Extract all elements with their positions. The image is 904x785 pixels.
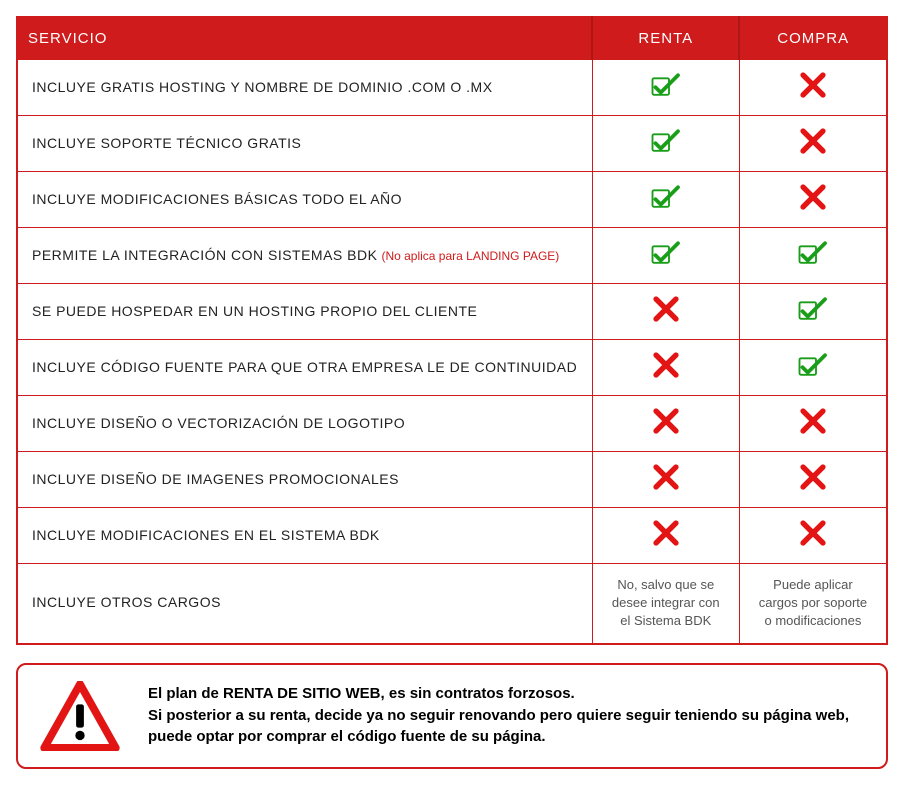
cell-compra — [739, 452, 887, 508]
table-row: INCLUYE MODIFICACIONES BÁSICAS TODO EL A… — [17, 172, 887, 228]
cell-compra — [739, 228, 887, 284]
notice-text: El plan de RENTA DE SITIO WEB, es sin co… — [148, 683, 864, 748]
cross-icon — [798, 184, 828, 210]
cell-renta — [592, 172, 739, 228]
cell-service: PERMITE LA INTEGRACIÓN CON SISTEMAS BDK (… — [17, 228, 592, 284]
service-label: INCLUYE GRATIS HOSTING Y NOMBRE DE DOMIN… — [32, 79, 493, 95]
service-label: INCLUYE DISEÑO DE IMAGENES PROMOCIONALES — [32, 471, 399, 487]
service-label: INCLUYE CÓDIGO FUENTE PARA QUE OTRA EMPR… — [32, 359, 577, 375]
cell-compra — [739, 116, 887, 172]
header-compra: COMPRA — [739, 17, 887, 60]
table-row: INCLUYE CÓDIGO FUENTE PARA QUE OTRA EMPR… — [17, 340, 887, 396]
cell-service: INCLUYE DISEÑO O VECTORIZACIÓN DE LOGOTI… — [17, 396, 592, 452]
cell-compra: Puede aplicar cargos por soporte o modif… — [739, 564, 887, 644]
service-note: (No aplica para LANDING PAGE) — [381, 249, 559, 263]
cross-icon — [651, 408, 681, 434]
check-icon — [651, 72, 681, 98]
table-body: INCLUYE GRATIS HOSTING Y NOMBRE DE DOMIN… — [17, 60, 887, 644]
cell-compra — [739, 284, 887, 340]
cell-renta — [592, 284, 739, 340]
cell-service: INCLUYE DISEÑO DE IMAGENES PROMOCIONALES — [17, 452, 592, 508]
cross-icon — [651, 464, 681, 490]
cell-service: INCLUYE GRATIS HOSTING Y NOMBRE DE DOMIN… — [17, 60, 592, 116]
cell-compra — [739, 508, 887, 564]
table-header: SERVICIO RENTA COMPRA — [17, 17, 887, 60]
service-label: SE PUEDE HOSPEDAR EN UN HOSTING PROPIO D… — [32, 303, 477, 319]
cell-service: INCLUYE MODIFICACIONES EN EL SISTEMA BDK — [17, 508, 592, 564]
check-icon — [651, 240, 681, 266]
cell-renta-text: No, salvo que se desee integrar con el S… — [607, 576, 725, 631]
cross-icon — [651, 520, 681, 546]
cell-renta — [592, 228, 739, 284]
service-label: INCLUYE DISEÑO O VECTORIZACIÓN DE LOGOTI… — [32, 415, 405, 431]
table-row: INCLUYE SOPORTE TÉCNICO GRATIS — [17, 116, 887, 172]
cell-compra — [739, 60, 887, 116]
cell-service: INCLUYE SOPORTE TÉCNICO GRATIS — [17, 116, 592, 172]
check-icon — [651, 128, 681, 154]
cell-service: INCLUYE OTROS CARGOS — [17, 564, 592, 644]
cross-icon — [798, 128, 828, 154]
cell-service: SE PUEDE HOSPEDAR EN UN HOSTING PROPIO D… — [17, 284, 592, 340]
cell-renta: No, salvo que se desee integrar con el S… — [592, 564, 739, 644]
service-label: INCLUYE MODIFICACIONES EN EL SISTEMA BDK — [32, 527, 380, 543]
cross-icon — [798, 72, 828, 98]
notice-box: El plan de RENTA DE SITIO WEB, es sin co… — [16, 663, 888, 769]
check-icon — [798, 352, 828, 378]
table-row: INCLUYE DISEÑO O VECTORIZACIÓN DE LOGOTI… — [17, 396, 887, 452]
cell-compra — [739, 172, 887, 228]
service-label: INCLUYE OTROS CARGOS — [32, 594, 221, 610]
header-renta: RENTA — [592, 17, 739, 60]
service-label: INCLUYE MODIFICACIONES BÁSICAS TODO EL A… — [32, 191, 402, 207]
cell-compra — [739, 396, 887, 452]
table-row: INCLUYE GRATIS HOSTING Y NOMBRE DE DOMIN… — [17, 60, 887, 116]
table-row: INCLUYE MODIFICACIONES EN EL SISTEMA BDK — [17, 508, 887, 564]
cell-service: INCLUYE CÓDIGO FUENTE PARA QUE OTRA EMPR… — [17, 340, 592, 396]
check-icon — [651, 184, 681, 210]
header-service: SERVICIO — [17, 17, 592, 60]
warning-icon — [40, 681, 120, 751]
table-row: INCLUYE OTROS CARGOS No, salvo que se des… — [17, 564, 887, 644]
check-icon — [798, 240, 828, 266]
service-label: INCLUYE SOPORTE TÉCNICO GRATIS — [32, 135, 301, 151]
cell-compra-text: Puede aplicar cargos por soporte o modif… — [754, 576, 872, 631]
service-label: PERMITE LA INTEGRACIÓN CON SISTEMAS BDK — [32, 247, 377, 263]
table-row: PERMITE LA INTEGRACIÓN CON SISTEMAS BDK (… — [17, 228, 887, 284]
cell-renta — [592, 116, 739, 172]
cross-icon — [798, 464, 828, 490]
cell-renta — [592, 396, 739, 452]
cell-renta — [592, 60, 739, 116]
cross-icon — [651, 352, 681, 378]
notice-line-2: Si posterior a su renta, decide ya no se… — [148, 705, 864, 749]
cross-icon — [651, 296, 681, 322]
cell-renta — [592, 340, 739, 396]
table-row: INCLUYE DISEÑO DE IMAGENES PROMOCIONALES — [17, 452, 887, 508]
cell-service: INCLUYE MODIFICACIONES BÁSICAS TODO EL A… — [17, 172, 592, 228]
table-row: SE PUEDE HOSPEDAR EN UN HOSTING PROPIO D… — [17, 284, 887, 340]
notice-line-1: El plan de RENTA DE SITIO WEB, es sin co… — [148, 683, 864, 705]
cross-icon — [798, 520, 828, 546]
cell-renta — [592, 508, 739, 564]
cell-renta — [592, 452, 739, 508]
check-icon — [798, 296, 828, 322]
comparison-table: SERVICIO RENTA COMPRA INCLUYE GRATIS HOS… — [16, 16, 888, 645]
cross-icon — [798, 408, 828, 434]
cell-compra — [739, 340, 887, 396]
